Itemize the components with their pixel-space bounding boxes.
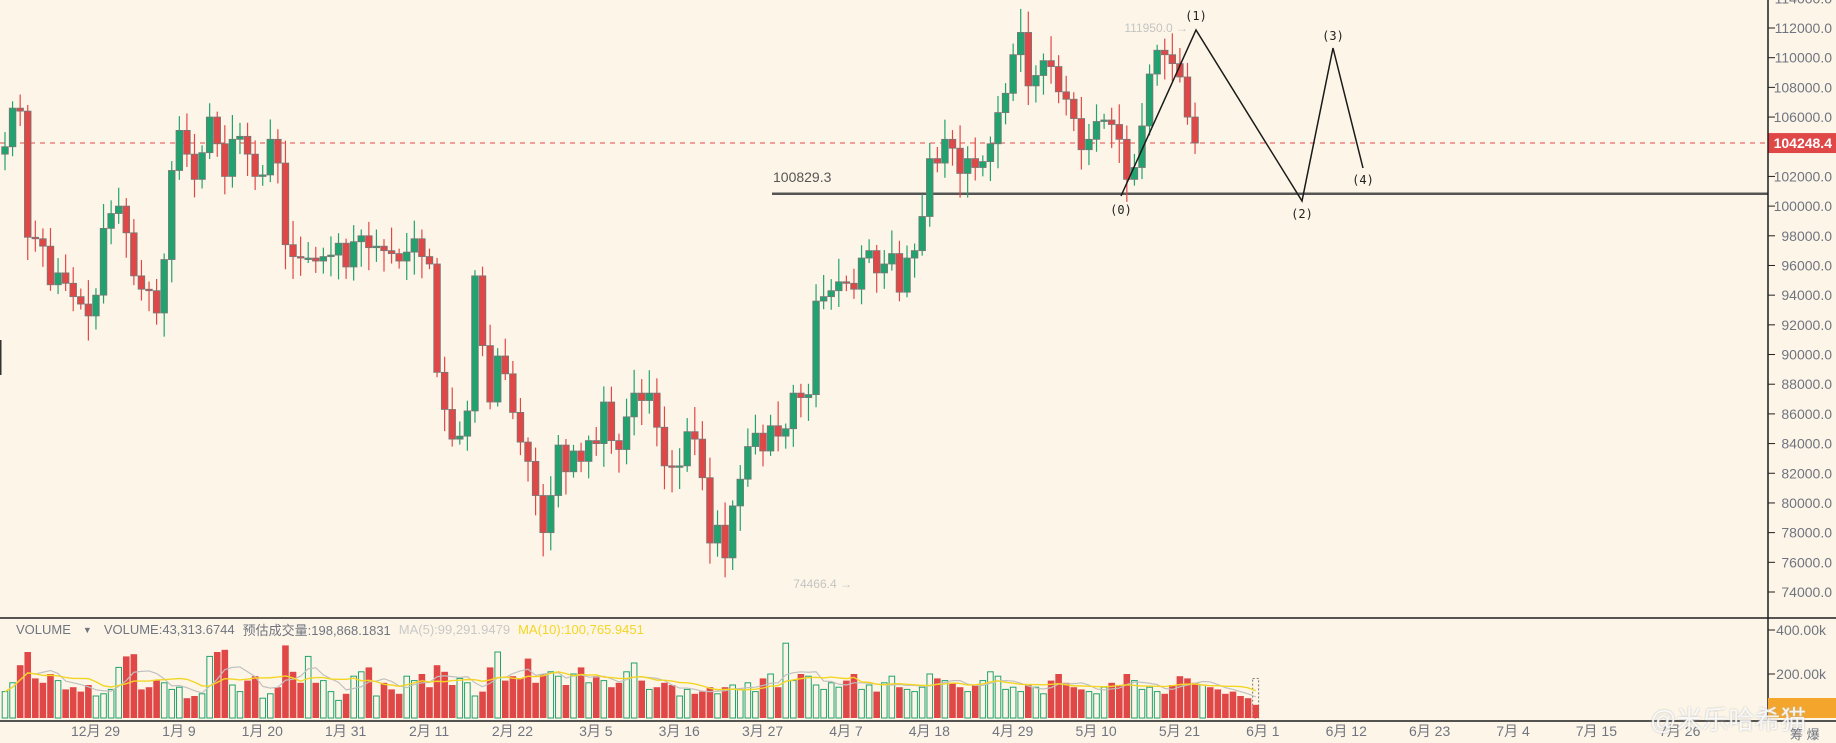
volume-value: VOLUME:43,313.6744 xyxy=(103,622,235,637)
price-tick-label: 74000.0 xyxy=(1781,584,1832,600)
price-tick-label: 82000.0 xyxy=(1781,465,1832,481)
wave-label: (3) xyxy=(1322,29,1344,43)
date-tick-label: 6月 23 xyxy=(1409,723,1450,739)
date-tick-label: 6月 12 xyxy=(1326,723,1367,739)
date-tick-label: 1月 20 xyxy=(242,723,283,739)
price-tick-label: 106000.0 xyxy=(1774,109,1833,125)
price-tick-label: 114000.0 xyxy=(1775,0,1833,6)
date-tick-label: 1月 9 xyxy=(162,723,196,739)
price-tick-label: 80000.0 xyxy=(1781,495,1832,511)
extreme-markers: 111950.0 → 74466.4 → xyxy=(793,21,1188,591)
wave-label: (4) xyxy=(1352,173,1374,187)
estimated-volume-value: 预估成交量:198,868.1831 xyxy=(242,623,391,638)
price-tick-label: 84000.0 xyxy=(1781,436,1832,452)
date-tick-label: 3月 16 xyxy=(659,723,700,739)
svg-text:74466.4 →: 74466.4 → xyxy=(793,577,852,591)
volume-bars xyxy=(1,642,1260,719)
date-tick-label: 3月 5 xyxy=(579,723,613,739)
wave-label: (1) xyxy=(1185,9,1207,23)
date-tick-label: 4月 29 xyxy=(992,723,1033,739)
volume-price-tag xyxy=(1768,698,1836,718)
date-tick-label: 2月 11 xyxy=(409,723,449,739)
date-tick-label: 5月 10 xyxy=(1075,723,1116,739)
svg-text:400.00k: 400.00k xyxy=(1776,622,1827,638)
date-tick-label: 7月 15 xyxy=(1576,723,1617,739)
watermark: @米乐哈希猫 xyxy=(1650,705,1807,735)
svg-text:111950.0 →: 111950.0 → xyxy=(1124,21,1188,35)
wave-label: (2) xyxy=(1291,207,1313,221)
price-tick-label: 78000.0 xyxy=(1781,525,1832,541)
price-tick-label: 98000.0 xyxy=(1781,228,1832,244)
price-tick-label: 92000.0 xyxy=(1781,317,1832,333)
candlesticks xyxy=(1,8,1199,578)
bottom-right-text: 筹 爆 xyxy=(1790,727,1820,742)
date-tick-label: 1月 31 xyxy=(325,723,366,739)
date-tick-label: 7月 26 xyxy=(1659,723,1700,739)
price-tick-label: 86000.0 xyxy=(1781,406,1832,422)
price-axis[interactable]: 114000.0 112000.0 110000.0 108000.0 106000.0… xyxy=(1768,0,1832,600)
svg-text:200.00k: 200.00k xyxy=(1776,666,1827,682)
dropdown-caret-icon[interactable]: ▼ xyxy=(82,624,92,635)
price-tick-label: 88000.0 xyxy=(1781,376,1832,392)
date-tick-label: 4月 18 xyxy=(909,723,950,739)
wave-label: (0) xyxy=(1110,203,1132,217)
volume-axis[interactable]: 400.00k 200.00k xyxy=(1768,622,1827,682)
date-tick-label: 6月 1 xyxy=(1246,723,1280,739)
date-tick-label: 2月 22 xyxy=(492,723,533,739)
wave-annotation[interactable]: (0) (1) (2) (3) (4) xyxy=(1110,9,1374,221)
price-tick-label: 76000.0 xyxy=(1781,554,1832,570)
price-tick-label: 108000.0 xyxy=(1774,79,1833,95)
date-tick-label: 5月 21 xyxy=(1159,723,1200,739)
price-tick-label: 112000.0 xyxy=(1775,20,1833,36)
date-axis[interactable]: 12月 29 1月 9 1月 20 1月 31 2月 11 2月 22 3月 5 3月 16 3… xyxy=(71,723,1701,739)
indicator-name[interactable]: VOLUME xyxy=(16,622,71,637)
svg-text:100829.3: 100829.3 xyxy=(773,169,832,185)
price-tick-label: 94000.0 xyxy=(1781,287,1832,303)
price-tick-label: 110000.0 xyxy=(1775,50,1833,66)
support-line[interactable]: 100829.3 xyxy=(772,169,1768,196)
date-tick-label: 3月 27 xyxy=(742,723,783,739)
price-tick-label: 96000.0 xyxy=(1781,257,1832,273)
volume-legend: VOLUME ▼ VOLUME:43,313.6744 预估成交量:198,86… xyxy=(16,620,644,639)
price-tick-label: 100000.0 xyxy=(1774,198,1833,214)
price-tick-label: 90000.0 xyxy=(1781,347,1832,363)
current-price-line: 104248.4 xyxy=(0,133,1836,154)
ma10-value: MA(10):100,765.9451 xyxy=(518,622,644,637)
ma5-value: MA(5):99,291.9479 xyxy=(398,622,511,637)
svg-text:104248.4: 104248.4 xyxy=(1774,135,1833,151)
date-tick-label: 12月 29 xyxy=(71,723,120,739)
price-tick-label: 102000.0 xyxy=(1774,168,1833,184)
date-tick-label: 7月 4 xyxy=(1496,723,1530,739)
date-tick-label: 4月 7 xyxy=(829,723,863,739)
